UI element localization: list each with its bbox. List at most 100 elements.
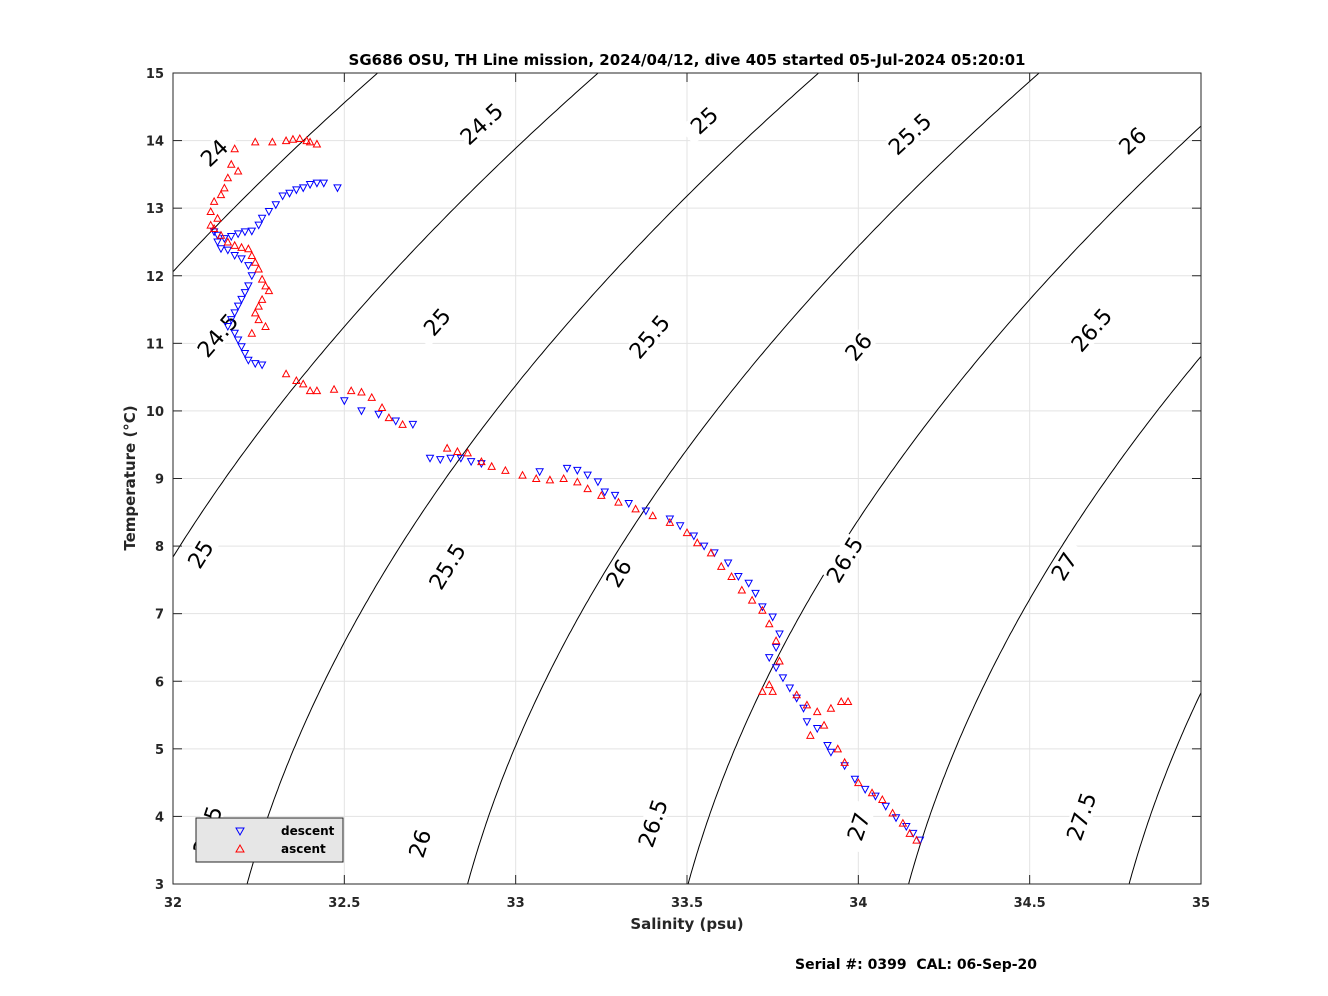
descent-point (233, 230, 243, 239)
ascent-point (250, 308, 260, 317)
ascent-point (257, 294, 267, 303)
ascent-point (357, 387, 366, 396)
isopycnal-26.5 (687, 125, 1201, 884)
ascent-point (244, 244, 253, 253)
descent-point (244, 262, 253, 271)
descent-point (374, 410, 383, 419)
y-tick-label: 12 (146, 270, 164, 285)
ascent-point (518, 470, 527, 479)
legend-ascent-marker (235, 843, 245, 853)
descent-point (305, 181, 315, 190)
descent-point (237, 255, 246, 264)
ascent-point (905, 828, 915, 837)
ascent-point (727, 571, 736, 580)
isopycnal-24.5 (173, 73, 378, 273)
ascent-point (706, 548, 716, 557)
ascent-point (764, 680, 774, 689)
ascent-point (346, 386, 356, 395)
contour-label-bg (1107, 116, 1158, 166)
ascent-point (665, 517, 675, 526)
ascent-point (764, 619, 774, 628)
descent-point (675, 522, 685, 531)
descent-point (319, 179, 329, 188)
descent-point (278, 192, 287, 201)
contour-label-bg (425, 540, 469, 593)
contour-label-bg (401, 817, 438, 870)
descent-point (240, 228, 250, 237)
ascent-point (398, 419, 407, 428)
y-tick-label: 7 (155, 608, 164, 623)
ascent-point (329, 384, 339, 393)
ascent-point (747, 595, 757, 604)
descent-point (699, 542, 709, 551)
ascent-point (631, 504, 640, 513)
legend-descent-label: descent (281, 824, 335, 838)
y-tick-label: 3 (155, 878, 164, 893)
y-tick-label: 8 (155, 540, 164, 555)
descent-point (408, 420, 418, 429)
ascent-point (442, 443, 452, 452)
x-tick-label: 35 (1192, 896, 1210, 911)
ascent-point (836, 696, 846, 706)
descent-point (292, 186, 301, 195)
descent-point (298, 184, 308, 193)
descent-point (901, 823, 911, 832)
isopycnal-26 (467, 73, 1040, 884)
descent-point (233, 336, 243, 345)
y-tick-label: 4 (155, 810, 164, 825)
descent-point (425, 454, 435, 463)
descent-point (764, 654, 774, 663)
ascent-point (614, 497, 623, 506)
descent-point (583, 471, 592, 480)
contour-label-bg (178, 528, 223, 581)
ascent-point (230, 240, 240, 249)
descent-point (312, 179, 322, 188)
ascent-point (682, 528, 692, 537)
ascent-point (384, 413, 394, 422)
y-axis-label: Temperature (°C) (121, 405, 139, 550)
ascent-point (209, 223, 219, 232)
ascent-point (261, 281, 270, 290)
descent-point (812, 725, 822, 734)
descent-point (891, 814, 901, 823)
x-tick-label: 33.5 (671, 896, 703, 911)
contour-label-bg (193, 309, 242, 361)
ascent-point (257, 274, 267, 283)
ascent-point (716, 561, 726, 570)
ascent-point (220, 183, 229, 192)
descent-point (230, 329, 240, 338)
contour-label-bg (1067, 304, 1116, 356)
descent-point (216, 245, 226, 254)
ascent-point (250, 137, 260, 146)
ascent-point (254, 264, 264, 273)
ascent-point (281, 136, 291, 145)
ascent-point (487, 461, 497, 470)
descent-point (339, 397, 349, 406)
descent-point (456, 454, 466, 463)
descent-point (226, 233, 236, 242)
descent-point (881, 802, 891, 811)
descent-point (535, 468, 544, 477)
contour-label-bg (822, 533, 867, 586)
isopycnal-27.5 (1128, 691, 1201, 884)
descent-point (573, 466, 582, 475)
ascent-point (305, 137, 315, 146)
ascent-point (826, 703, 836, 712)
contour-label-bg (634, 796, 671, 850)
contour-label-bg (189, 128, 240, 178)
ascent-point (264, 286, 274, 295)
ascent-point (867, 788, 877, 797)
descent-point (823, 741, 832, 751)
y-tick-label: 14 (146, 135, 164, 150)
ascent-point (501, 465, 510, 474)
ascent-point (912, 835, 921, 844)
ascent-point (377, 402, 387, 412)
ascent-point (792, 690, 801, 699)
descent-point (209, 228, 219, 237)
ascent-point (853, 778, 863, 787)
ascent-point (292, 375, 301, 385)
x-axis-label: Salinity (psu) (630, 915, 743, 933)
descent-point (226, 316, 236, 325)
contour-label-bg (1041, 540, 1086, 593)
